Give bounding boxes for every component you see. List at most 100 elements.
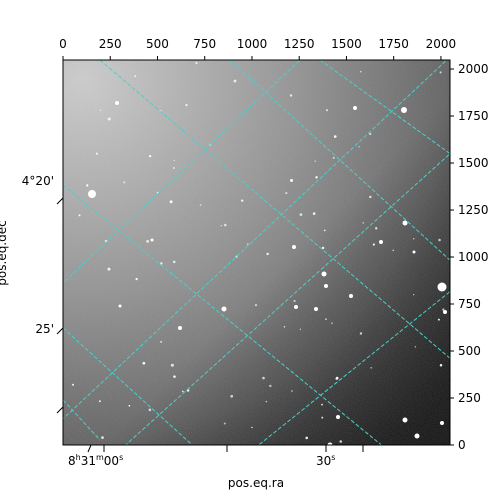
faint-star-8 bbox=[123, 181, 126, 184]
faint-star-64 bbox=[333, 135, 337, 138]
faint-star-0 bbox=[315, 176, 318, 179]
coordinate-grid bbox=[63, 60, 450, 445]
faint-star-81 bbox=[442, 308, 445, 311]
faint-star-24 bbox=[135, 277, 138, 281]
faint-star-38 bbox=[247, 243, 249, 246]
faint-star-84 bbox=[107, 117, 111, 121]
faint-star-4 bbox=[142, 361, 146, 365]
faint-star-75 bbox=[437, 318, 440, 321]
faint-star-13 bbox=[332, 156, 335, 159]
faint-star-20 bbox=[251, 426, 253, 429]
faint-star-39 bbox=[195, 61, 198, 65]
faint-star-45 bbox=[160, 341, 162, 343]
right-tick-label-2: 500 bbox=[458, 344, 481, 358]
star-6 bbox=[221, 306, 227, 312]
faint-star-18 bbox=[299, 328, 301, 330]
faint-star-80 bbox=[439, 363, 443, 367]
top-tick-label-0: 0 bbox=[59, 37, 67, 51]
grid-line-3 bbox=[257, 290, 450, 445]
faint-star-86 bbox=[305, 436, 309, 440]
faint-star-23 bbox=[170, 363, 174, 367]
x-axis-title: pos.eq.ra bbox=[228, 476, 284, 490]
right-tick-label-3: 750 bbox=[458, 297, 481, 311]
top-pixel-axis: 0 250 500 750 1000 1250 1500 1750 2000 bbox=[59, 37, 456, 60]
faint-star-61 bbox=[265, 400, 268, 403]
star-8 bbox=[314, 307, 318, 311]
star-11 bbox=[402, 417, 408, 423]
star-4 bbox=[321, 271, 327, 277]
star-15 bbox=[115, 101, 119, 105]
grid-line-8 bbox=[319, 60, 450, 155]
faint-star-41 bbox=[359, 332, 363, 335]
faint-star-30 bbox=[291, 390, 293, 392]
dec-ticks bbox=[56, 197, 64, 414]
star-23 bbox=[443, 310, 447, 314]
top-tick-label-8: 2000 bbox=[426, 37, 457, 51]
dec-tick-label-1: 25' bbox=[35, 322, 54, 336]
faint-star-28 bbox=[220, 225, 222, 227]
faint-star-37 bbox=[262, 376, 265, 380]
right-tick-label-1: 250 bbox=[458, 391, 481, 405]
sky-image bbox=[63, 60, 450, 445]
faint-star-78 bbox=[392, 249, 395, 252]
grid-line-4 bbox=[99, 60, 450, 359]
faint-star-16 bbox=[172, 167, 175, 169]
faint-star-60 bbox=[173, 375, 176, 378]
faint-star-69 bbox=[254, 304, 258, 307]
faint-star-36 bbox=[107, 267, 111, 271]
faint-star-33 bbox=[325, 109, 329, 112]
right-tick-label-7: 1750 bbox=[458, 109, 489, 123]
ra-ticks bbox=[87, 444, 364, 453]
faint-star-76 bbox=[266, 252, 269, 256]
faint-star-74 bbox=[321, 416, 324, 419]
faint-star-9 bbox=[438, 238, 441, 242]
grid-line-2 bbox=[124, 153, 450, 445]
faint-star-10 bbox=[230, 394, 234, 398]
faint-star-29 bbox=[335, 376, 339, 380]
top-tick-label-7: 1750 bbox=[378, 37, 409, 51]
star-17 bbox=[440, 421, 444, 425]
grid-line-7 bbox=[63, 327, 194, 445]
faint-star-44 bbox=[148, 154, 152, 158]
faint-star-51 bbox=[290, 179, 293, 182]
top-tick-label-3: 750 bbox=[193, 37, 216, 51]
faint-star-22 bbox=[312, 212, 316, 215]
faint-star-88 bbox=[72, 383, 74, 386]
faint-star-7 bbox=[223, 223, 227, 227]
faint-star-11 bbox=[269, 384, 272, 388]
faint-star-58 bbox=[293, 299, 296, 303]
dec-tick-label-0: 4°20' bbox=[22, 174, 54, 188]
top-tick-label-4: 1000 bbox=[237, 37, 268, 51]
grid-line-5 bbox=[229, 60, 450, 261]
faint-star-85 bbox=[233, 79, 237, 83]
faint-star-56 bbox=[339, 440, 343, 443]
faint-star-79 bbox=[101, 436, 104, 439]
faint-star-50 bbox=[285, 192, 288, 195]
faint-star-89 bbox=[314, 160, 316, 163]
faint-star-67 bbox=[86, 184, 89, 187]
grid-line-6 bbox=[63, 184, 383, 445]
faint-star-55 bbox=[128, 404, 131, 407]
faint-star-68 bbox=[134, 75, 137, 77]
right-tick-label-6: 1500 bbox=[458, 156, 489, 170]
faint-star-42 bbox=[146, 239, 150, 243]
faint-star-48 bbox=[360, 71, 362, 73]
faint-star-17 bbox=[372, 243, 375, 246]
star-9 bbox=[349, 294, 353, 298]
star-21 bbox=[150, 238, 154, 242]
star-1 bbox=[401, 107, 407, 113]
right-tick-label-0: 0 bbox=[458, 438, 466, 452]
right-tick-label-4: 1000 bbox=[458, 250, 489, 264]
top-tick-label-2: 500 bbox=[146, 37, 169, 51]
star-7 bbox=[294, 305, 298, 309]
faint-star-21 bbox=[413, 294, 415, 296]
y-axis-title: pos.eq.dec bbox=[0, 220, 9, 285]
faint-star-1 bbox=[325, 318, 327, 320]
stars bbox=[72, 61, 447, 445]
star-5 bbox=[379, 240, 383, 244]
faint-star-3 bbox=[369, 132, 372, 136]
star-18 bbox=[292, 245, 296, 249]
ra-tick-label-1: 30s bbox=[316, 453, 335, 468]
faint-star-54 bbox=[439, 71, 442, 74]
